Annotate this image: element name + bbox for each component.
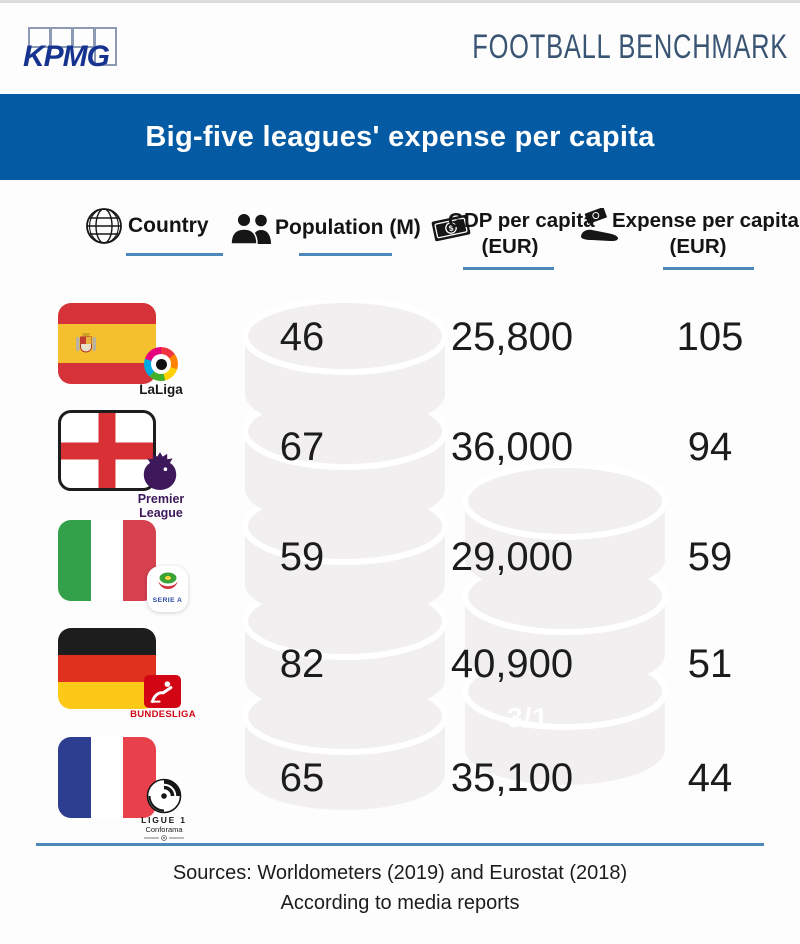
serie-a-emblem-icon	[157, 572, 178, 589]
column-header-population: Population (M)	[275, 216, 421, 239]
conforama-label: Conforama	[145, 825, 183, 834]
spain-coat-of-arms	[76, 333, 96, 353]
gdp-value: 40,900	[450, 642, 574, 686]
people-icon	[230, 212, 271, 245]
gdp-value: 36,000	[450, 425, 574, 469]
column-header-expense: Expense per capita (EUR)	[612, 208, 799, 260]
header-underline	[126, 253, 223, 256]
bundesliga-logo	[144, 675, 181, 708]
top-divider	[0, 0, 800, 3]
football-benchmark-title: FOOTBALL BENCHMARK	[472, 28, 788, 66]
expense-value: 105	[676, 315, 744, 359]
soccer-ball-icon	[155, 358, 167, 370]
premier-league-label: Premier League	[128, 492, 194, 520]
header-underline	[299, 253, 392, 256]
population-value: 46	[279, 315, 325, 359]
header-underline	[463, 267, 554, 270]
expense-value: 59	[687, 535, 733, 579]
kpmg-wordmark: KPMG	[23, 40, 110, 73]
premier-line2: League	[139, 505, 183, 520]
page-watermark: 3/1	[507, 702, 549, 733]
flag-spain	[58, 303, 156, 384]
footer-divider	[36, 843, 764, 846]
flag-germany	[58, 628, 156, 709]
flag-france	[58, 737, 156, 818]
gdp-label: GDP per capita	[448, 209, 595, 232]
serie-a-label: SERIE A	[152, 597, 183, 604]
laliga-label: LaLiga	[139, 382, 183, 397]
gdp-value: 29,000	[450, 535, 574, 579]
ligue1-logo	[146, 778, 182, 814]
title-banner: Big-five leagues' expense per capita	[0, 94, 800, 180]
header-underline	[663, 267, 754, 270]
flag-england	[58, 410, 156, 491]
expense-value: 94	[687, 425, 733, 469]
kpmg-logo: KPMG	[23, 24, 193, 73]
coin-stack-decoration	[242, 300, 448, 810]
sources-note: According to media reports	[280, 892, 520, 914]
column-header-gdp: GDP per capita (EUR)	[448, 208, 595, 260]
expense-value: 44	[687, 756, 733, 800]
flag-italy	[58, 520, 156, 601]
globe-icon	[86, 208, 122, 244]
ligue1-ornament-icon	[144, 835, 184, 841]
gdp-unit: (EUR)	[481, 235, 539, 258]
column-header-country: Country	[128, 214, 209, 237]
page-title: Big-five leagues' expense per capita	[145, 120, 655, 153]
premier-league-logo	[143, 452, 177, 490]
gdp-value: 25,800	[450, 315, 574, 359]
population-value: 82	[279, 642, 325, 686]
premier-line1: Premier	[137, 492, 185, 506]
bundesliga-label: BUNDESLIGA	[130, 709, 196, 720]
hand-money-icon	[581, 208, 618, 241]
expense-value: 51	[687, 642, 733, 686]
gdp-value: 35,100	[450, 756, 574, 800]
banknote-icon: $	[431, 214, 471, 242]
svg-text:$: $	[448, 224, 455, 234]
ligue1-label: LIGUE 1	[141, 815, 187, 825]
expense-label: Expense per capita	[612, 209, 799, 232]
sources-text: Sources: Worldometers (2019) and Eurosta…	[172, 862, 628, 884]
population-value: 59	[279, 535, 325, 579]
serie-a-logo: SERIE A	[147, 566, 188, 612]
laliga-logo	[144, 347, 178, 381]
coin-stack-decoration	[462, 465, 668, 785]
bundesliga-player-icon	[150, 680, 172, 703]
expense-unit: (EUR)	[669, 235, 727, 258]
population-value: 67	[279, 425, 325, 469]
population-value: 65	[279, 756, 325, 800]
